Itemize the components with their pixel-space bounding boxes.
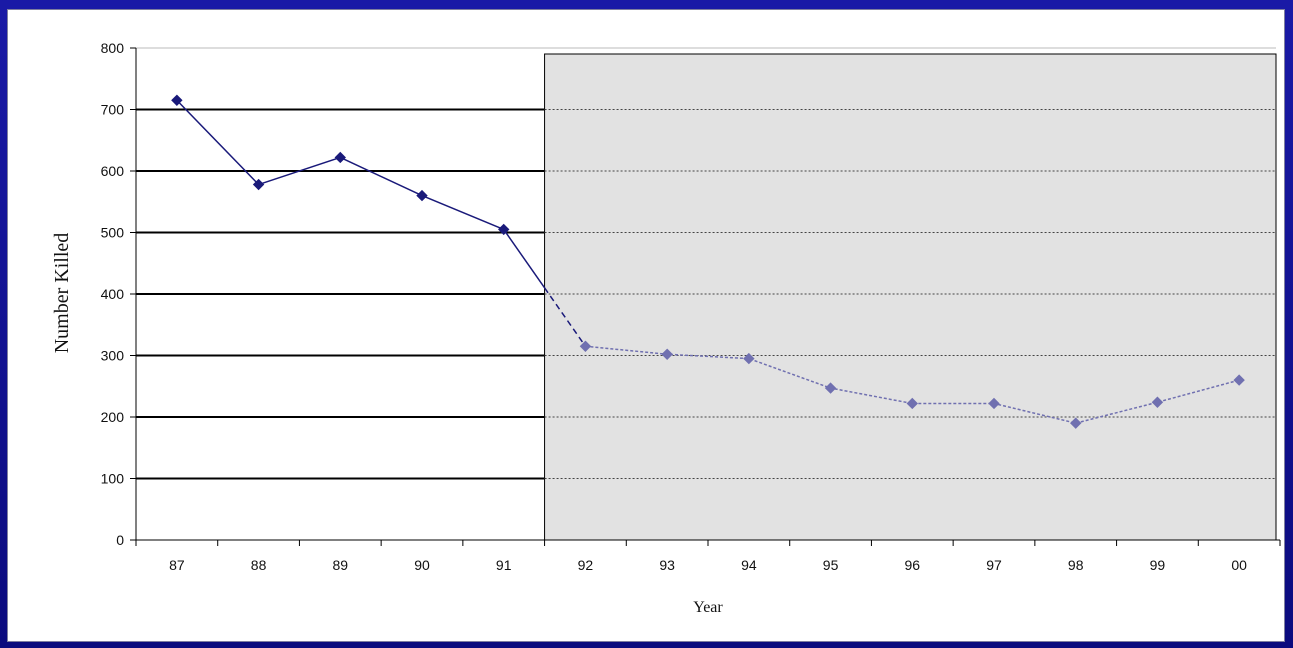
x-tick-label: 94 <box>741 557 757 573</box>
series-line-bridge <box>503 228 546 289</box>
x-tick-label: 88 <box>251 557 267 573</box>
x-tick-label: 99 <box>1150 557 1166 573</box>
y-axis-title: Number Killed <box>51 233 73 354</box>
x-tick-label: 91 <box>496 557 512 573</box>
y-tick-label: 300 <box>101 348 125 364</box>
x-tick-label: 89 <box>332 557 348 573</box>
x-axis-title: Year <box>693 599 723 616</box>
x-tick-label: 00 <box>1231 557 1247 573</box>
data-point <box>498 223 510 236</box>
x-tick-label: 96 <box>904 557 920 573</box>
x-tick-label: 95 <box>823 557 839 573</box>
series-line-solid <box>176 99 505 231</box>
y-tick-label: 800 <box>101 40 125 56</box>
y-tick-label: 100 <box>101 471 125 487</box>
data-point <box>579 340 592 352</box>
data-point <box>252 178 265 191</box>
data-point <box>906 397 918 410</box>
x-tick-label: 97 <box>986 557 1002 573</box>
data-point <box>171 94 183 106</box>
y-tick-label: 600 <box>101 163 125 179</box>
data-point <box>334 151 346 164</box>
y-tick-label: 400 <box>101 286 125 302</box>
x-tick-label: 87 <box>169 557 185 573</box>
series-line-bridge-dashed <box>543 287 587 347</box>
series-line-dotted <box>585 345 1240 424</box>
x-tick-label: 92 <box>578 557 594 573</box>
data-point <box>824 382 837 394</box>
shaded-region <box>544 53 1277 541</box>
data-point <box>988 397 1000 410</box>
x-tick-label: 93 <box>659 557 675 573</box>
y-tick-label: 700 <box>101 102 125 118</box>
data-point <box>743 352 755 365</box>
y-tick-label: 500 <box>101 225 125 241</box>
data-point <box>1151 396 1164 408</box>
data-point <box>416 189 428 202</box>
x-tick-label: 90 <box>414 557 430 573</box>
y-tick-label: 200 <box>101 409 125 425</box>
data-point <box>661 348 673 360</box>
y-tick-label: 0 <box>116 532 124 548</box>
data-point <box>1233 374 1245 386</box>
data-point <box>1070 417 1082 429</box>
x-tick-label: 98 <box>1068 557 1084 573</box>
